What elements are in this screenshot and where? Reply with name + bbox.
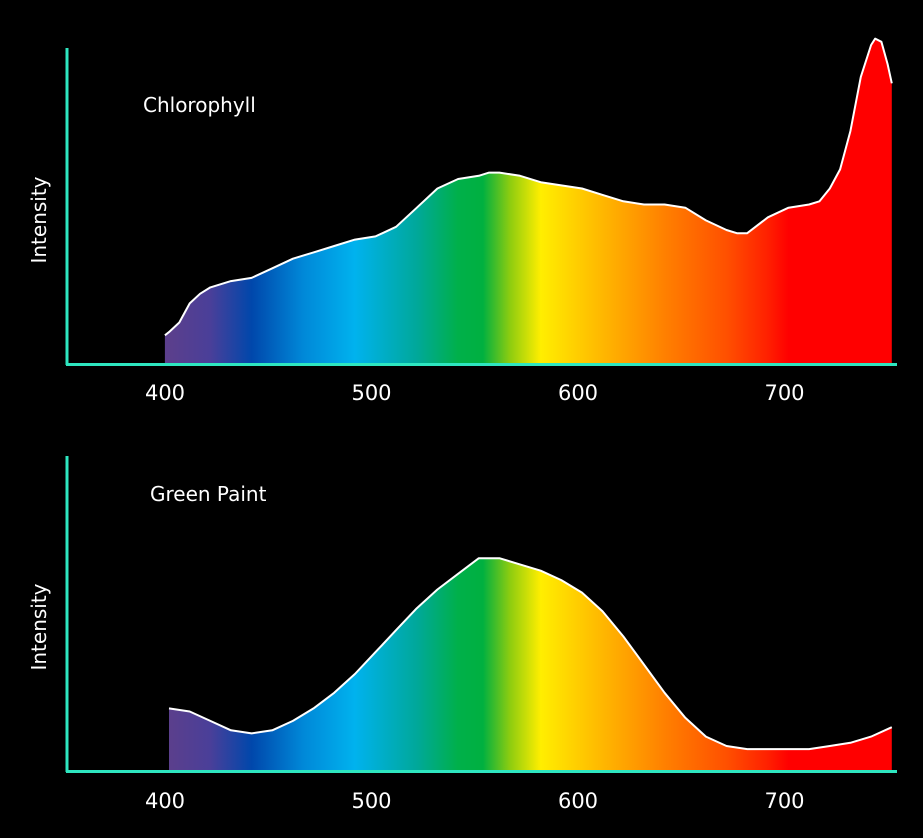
green-paint-tick-label: 400 — [145, 789, 185, 813]
chlorophyll-tick-label: 400 — [145, 381, 185, 405]
chlorophyll-tick-label: 600 — [558, 381, 598, 405]
green-paint-spectrum-area — [169, 558, 892, 771]
chlorophyll-tick-label: 700 — [764, 381, 804, 405]
green-paint-chart: 400 500 600 700 Green Paint Intensity — [27, 456, 897, 813]
green-paint-tick-label: 600 — [558, 789, 598, 813]
chlorophyll-tick-label: 500 — [351, 381, 391, 405]
chlorophyll-intensity-line — [164, 37, 893, 337]
green-paint-tick-label: 500 — [351, 789, 391, 813]
chlorophyll-x-ticks: 400 500 600 700 — [145, 381, 805, 405]
chlorophyll-spectrum-area — [164, 38, 892, 364]
chlorophyll-y-axis-label: Intensity — [27, 176, 51, 263]
green-paint-marks — [168, 557, 893, 771]
green-paint-y-axis-label: Intensity — [27, 583, 51, 670]
green-paint-title: Green Paint — [150, 482, 267, 506]
chlorophyll-chart: 400 500 600 700 Chlorophyll Intensity — [27, 37, 897, 405]
green-paint-intensity-line — [168, 557, 893, 751]
chlorophyll-marks — [164, 37, 893, 364]
chlorophyll-title: Chlorophyll — [143, 93, 256, 117]
green-paint-x-ticks: 400 500 600 700 — [145, 789, 805, 813]
green-paint-tick-label: 700 — [764, 789, 804, 813]
